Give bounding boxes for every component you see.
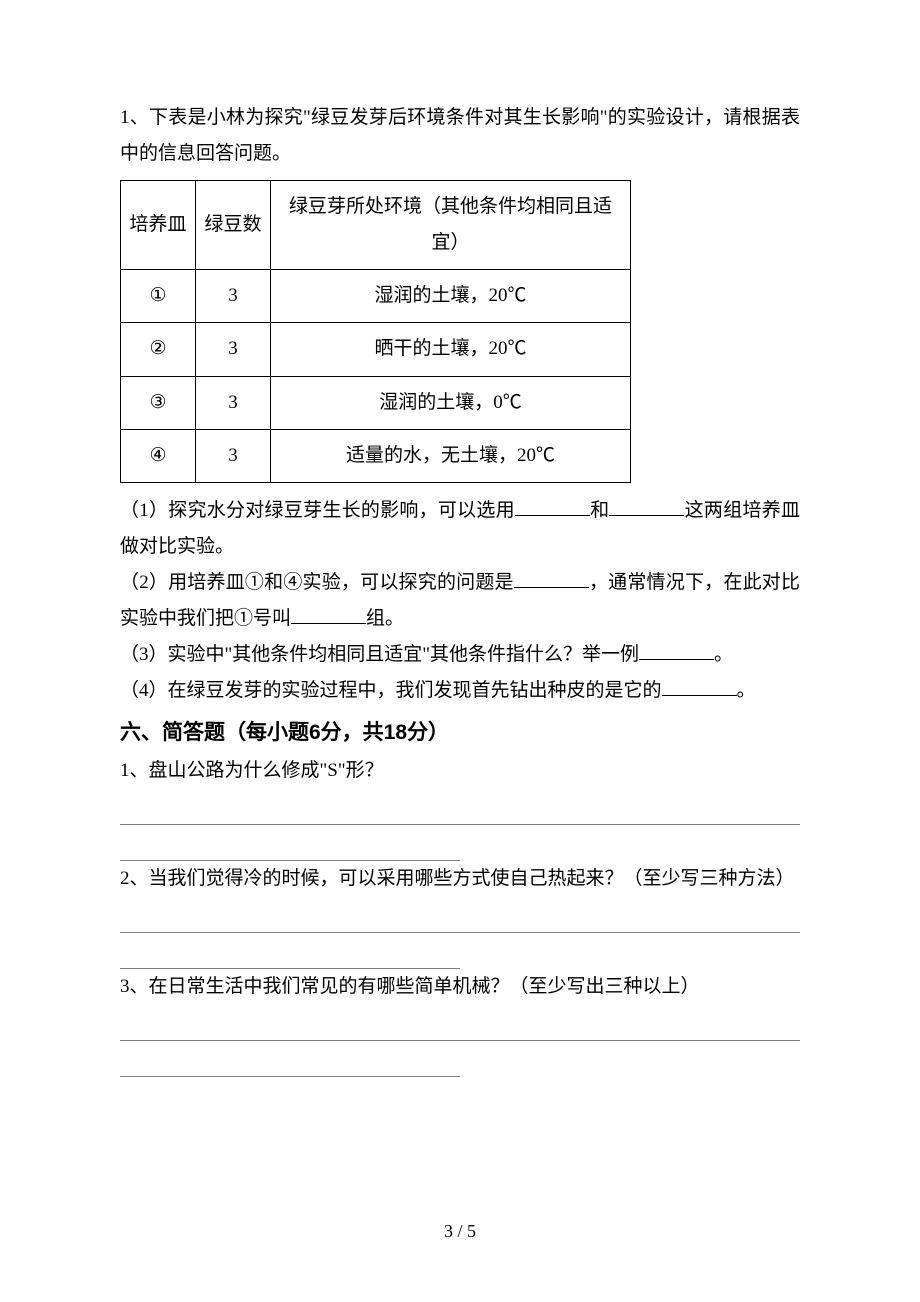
table-cell: ④ [121, 429, 196, 482]
header-cell: 绿豆数 [196, 181, 271, 270]
qa1-text: 1、盘山公路为什么修成"S"形？ [120, 753, 800, 789]
table-cell: 晒干的土壤，20℃ [271, 323, 631, 376]
table-cell: 3 [196, 323, 271, 376]
fill-blank [639, 641, 714, 660]
section6-heading: 六、简答题（每小题6分，共18分） [120, 713, 800, 753]
table-cell: 3 [196, 429, 271, 482]
q1-sub2: （2）用培养皿①和④实验，可以探究的问题是，通常情况下，在此对比实验中我们把①号… [120, 565, 800, 637]
text: 。 [714, 644, 733, 665]
answer-line [120, 789, 800, 825]
table-row: ③ 3 湿润的土壤，0℃ [121, 376, 631, 429]
page-number: 3 / 5 [0, 1221, 920, 1242]
answer-line [120, 1041, 460, 1077]
q1-sub3: （3）实验中"其他条件均相同且适宜"其他条件指什么？举一例 。 [120, 637, 800, 673]
table-cell: 湿润的土壤，20℃ [271, 270, 631, 323]
table-row: ④ 3 适量的水，无土壤，20℃ [121, 429, 631, 482]
table-cell: 3 [196, 376, 271, 429]
table-cell: 3 [196, 270, 271, 323]
text: （1）探究水分对绿豆芽生长的影响，可以选用 [120, 500, 515, 521]
fill-blank [291, 605, 366, 624]
content-body: 1、下表是小林为探究"绿豆发芽后环境条件对其生长影响"的实验设计，请根据表中的信… [120, 100, 800, 1077]
header-cell: 培养皿 [121, 181, 196, 270]
qa3-text: 3、在日常生活中我们常见的有哪些简单机械？（至少写出三种以上） [120, 969, 800, 1005]
answer-line [120, 825, 460, 861]
text: （3）实验中"其他条件均相同且适宜"其他条件指什么？举一例 [120, 644, 639, 665]
table-row: ① 3 湿润的土壤，20℃ [121, 270, 631, 323]
table-cell: ③ [121, 376, 196, 429]
text: （2）用培养皿①和④实验，可以探究的问题是 [120, 572, 514, 593]
table-row: ② 3 晒干的土壤，20℃ [121, 323, 631, 376]
fill-blank [609, 497, 684, 516]
qa2-text: 2、当我们觉得冷的时候，可以采用哪些方式使自己热起来？（至少写三种方法） [120, 861, 800, 897]
text: 。 [737, 680, 756, 701]
text: 和 [590, 500, 610, 521]
table-cell: 适量的水，无土壤，20℃ [271, 429, 631, 482]
fill-blank [662, 677, 737, 696]
table-header-row: 培养皿 绿豆数 绿豆芽所处环境（其他条件均相同且适宜） [121, 181, 631, 270]
q1-intro: 1、下表是小林为探究"绿豆发芽后环境条件对其生长影响"的实验设计，请根据表中的信… [120, 100, 800, 172]
answer-line [120, 1005, 800, 1041]
answer-line [120, 897, 800, 933]
text: （4）在绿豆发芽的实验过程中，我们发现首先钻出种皮的是它的 [120, 680, 662, 701]
text: 组。 [366, 608, 404, 629]
experiment-table: 培养皿 绿豆数 绿豆芽所处环境（其他条件均相同且适宜） ① 3 湿润的土壤，20… [120, 180, 631, 483]
header-cell: 绿豆芽所处环境（其他条件均相同且适宜） [271, 181, 631, 270]
table-cell: 湿润的土壤，0℃ [271, 376, 631, 429]
answer-line [120, 933, 460, 969]
table-cell: ② [121, 323, 196, 376]
table-cell: ① [121, 270, 196, 323]
fill-blank [514, 569, 589, 588]
q1-sub1: （1）探究水分对绿豆芽生长的影响，可以选用和这两组培养皿做对比实验。 [120, 493, 800, 565]
q1-sub4: （4）在绿豆发芽的实验过程中，我们发现首先钻出种皮的是它的 。 [120, 673, 800, 709]
fill-blank [515, 497, 590, 516]
